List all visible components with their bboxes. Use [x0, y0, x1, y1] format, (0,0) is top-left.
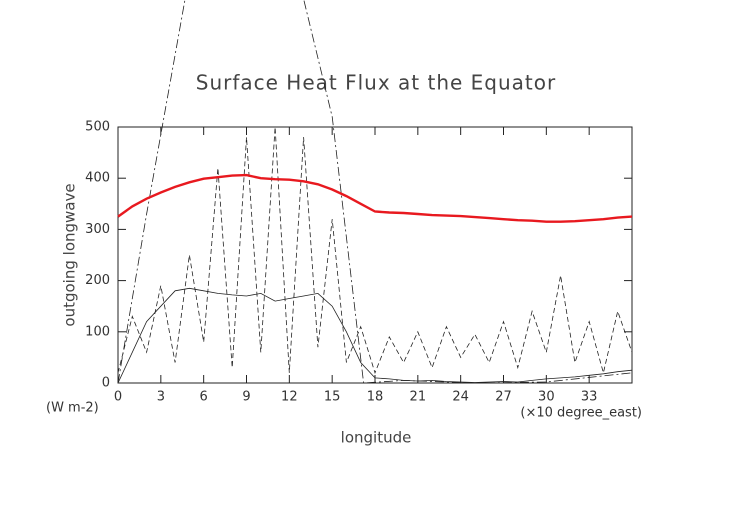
x-tick-label: 15 [324, 390, 341, 405]
x-tick-label: 33 [581, 390, 598, 405]
y-tick-label: 0 [102, 376, 110, 391]
y-tick-label: 100 [85, 324, 110, 339]
x-tick-label: 21 [410, 390, 427, 405]
y-tick-label: 300 [85, 222, 110, 237]
y-tick-label: 200 [85, 273, 110, 288]
y-axis-label: outgoing longwave [61, 183, 79, 326]
x-tick-label: 3 [157, 390, 165, 405]
series-line [117, 0, 633, 384]
plot-frame [117, 126, 633, 384]
x-axis-label: longitude [341, 429, 412, 447]
x-unit: (×10 degree_east) [520, 406, 642, 421]
chart-title: Surface Heat Flux at the Equator [196, 71, 556, 95]
x-tick-label: 12 [281, 390, 298, 405]
x-tick-label: 0 [114, 390, 122, 405]
x-tick-label: 6 [200, 390, 208, 405]
x-tick-label: 27 [495, 390, 512, 405]
x-tick-label: 18 [367, 390, 384, 405]
series-line [117, 173, 633, 223]
series-line [117, 287, 633, 384]
series-line [117, 126, 633, 374]
x-tick-label: 30 [538, 390, 555, 405]
y-unit: (W m-2) [46, 401, 99, 416]
x-tick-label: 24 [452, 390, 469, 405]
x-tick-label: 9 [242, 390, 250, 405]
y-tick-label: 400 [85, 171, 110, 186]
y-tick-label: 500 [85, 120, 110, 135]
